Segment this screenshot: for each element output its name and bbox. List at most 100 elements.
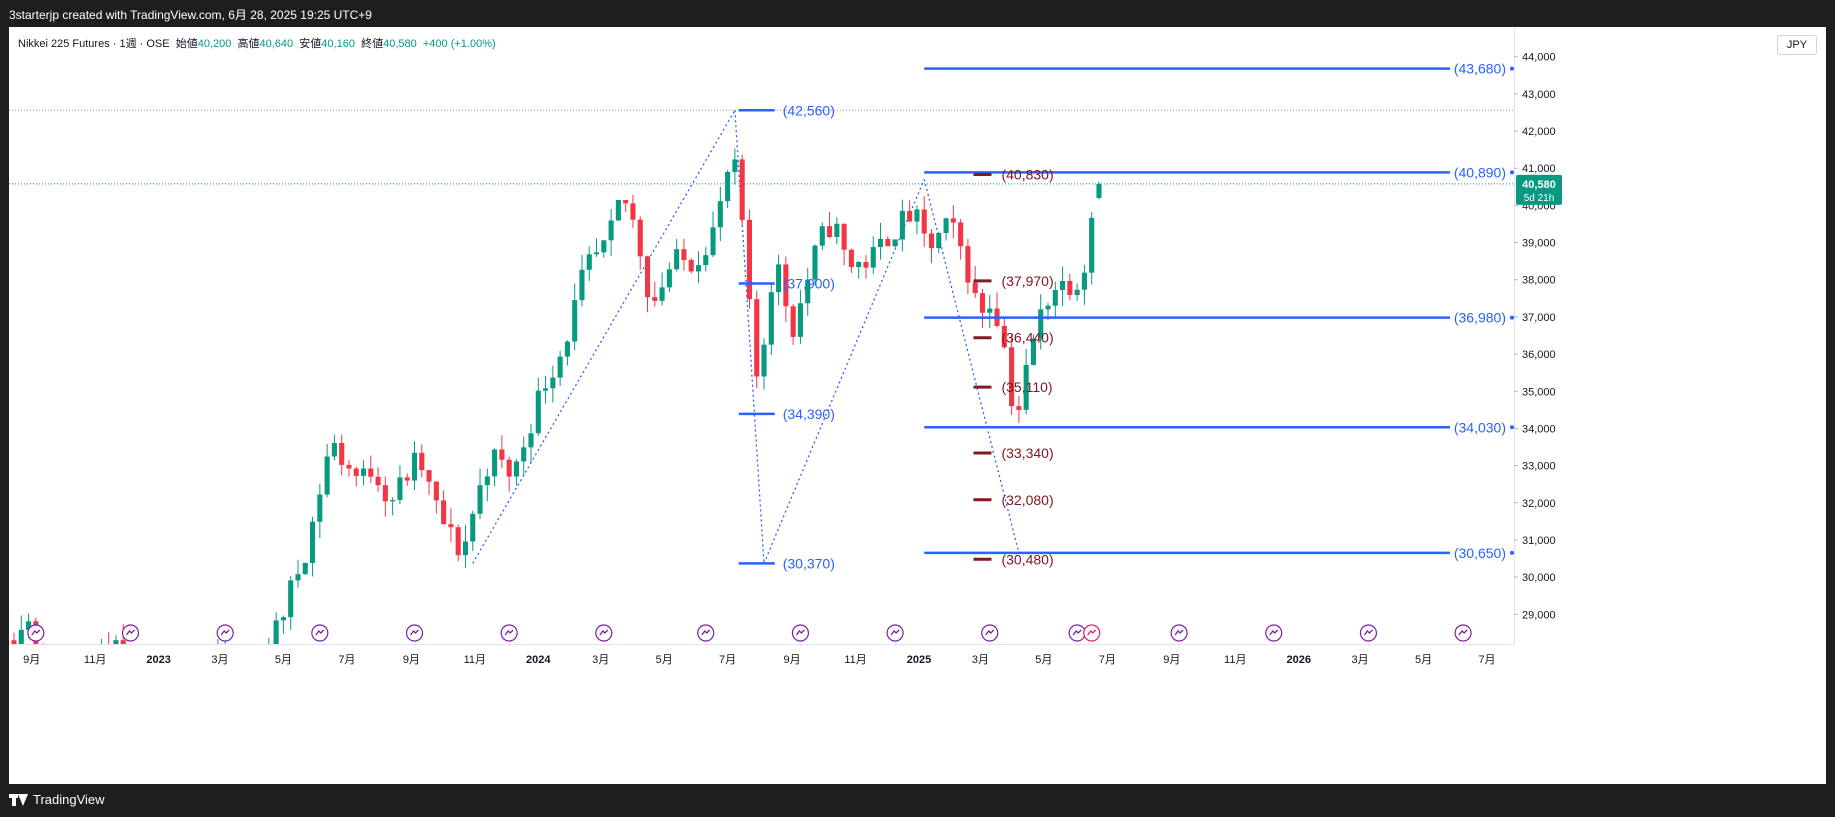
candle-body <box>950 218 956 223</box>
candle <box>164 692 169 723</box>
candle-body <box>543 388 549 391</box>
y-tick-label: 30,000 <box>1522 572 1556 584</box>
candle-body <box>659 287 665 301</box>
candle <box>48 663 53 677</box>
candle-body <box>754 299 760 377</box>
candle-body <box>397 477 403 500</box>
event-icon-glyph <box>599 629 609 636</box>
candle <box>601 240 607 258</box>
candle <box>1052 281 1058 317</box>
candle-body <box>790 306 796 337</box>
candle <box>994 292 1000 328</box>
level-lines: (42,560) (37,900) (34,390) (30,370) (43,680)… <box>738 61 1514 571</box>
currency-button[interactable]: JPY <box>1777 35 1817 55</box>
candle <box>870 236 876 274</box>
candle <box>1038 294 1044 350</box>
candle-body <box>1052 290 1058 306</box>
candle-body <box>1001 325 1007 348</box>
candle <box>593 238 600 257</box>
y-tick-label: 34,000 <box>1522 423 1556 435</box>
candlestick-chart[interactable]: (42,560) (37,900) (34,390) (30,370) (43,680)… <box>9 27 1826 784</box>
candle-body <box>150 702 155 711</box>
event-icon <box>886 624 904 642</box>
candle-body <box>360 468 367 476</box>
candle-body <box>302 562 308 575</box>
candle <box>346 459 352 477</box>
candle-body <box>462 541 469 556</box>
candle-body <box>368 468 374 477</box>
candle-body <box>1074 289 1080 296</box>
x-tick-label: 7月 <box>719 654 736 666</box>
candle-body <box>805 279 811 304</box>
candle <box>958 218 964 260</box>
candle-body <box>353 468 359 476</box>
candle <box>390 497 396 516</box>
candle-body <box>761 344 767 377</box>
event-icon-glyph <box>220 629 230 636</box>
candle-body <box>48 670 53 676</box>
y-tick-label: 35,000 <box>1522 386 1556 398</box>
candle-body <box>499 449 505 460</box>
candle-body <box>703 255 709 266</box>
candle-body <box>572 300 578 342</box>
event-icon-glyph <box>1174 629 1184 636</box>
candle-body <box>965 246 971 283</box>
candle-body <box>252 668 257 681</box>
candle-body <box>979 293 986 313</box>
candle <box>339 434 345 476</box>
candle <box>768 284 774 356</box>
event-icon-glyph <box>1458 629 1468 636</box>
legend-low-label: 安値 <box>299 38 322 50</box>
candle <box>157 697 162 722</box>
x-tick-label: 2025 <box>907 654 931 666</box>
x-tick-label: 2026 <box>1286 654 1310 666</box>
candle-body <box>280 617 286 621</box>
candle-body <box>492 449 498 477</box>
candle <box>419 444 425 478</box>
fib-dot <box>1510 315 1514 320</box>
x-tick-label: 5月 <box>656 654 673 666</box>
candle <box>273 612 279 644</box>
candle-body <box>339 443 345 465</box>
candle <box>717 186 723 242</box>
tradingview-brand: TradingView <box>33 792 105 807</box>
candle <box>965 238 971 295</box>
event-icon-glyph <box>315 629 325 636</box>
zigzag-line <box>734 110 765 564</box>
candle-body <box>26 621 32 630</box>
zigzag-line <box>923 179 1020 554</box>
candle <box>1016 395 1022 423</box>
candle-body <box>710 227 716 256</box>
candle <box>732 148 738 185</box>
candle-body <box>797 303 803 337</box>
candle-body <box>1096 183 1102 198</box>
candle <box>564 340 570 366</box>
chart-area[interactable]: (42,560) (37,900) (34,390) (30,370) (43,680)… <box>9 27 1826 784</box>
x-tick-label: 7月 <box>1099 654 1116 666</box>
candle-body <box>1030 338 1036 365</box>
event-icon-glyph <box>985 629 995 636</box>
candle-body <box>972 282 978 294</box>
candle <box>637 216 643 270</box>
candle <box>477 468 483 520</box>
tradingview-logo-icon <box>9 793 28 806</box>
candle-body <box>579 269 585 301</box>
candle <box>252 653 257 684</box>
candle-body <box>237 686 242 690</box>
candle <box>484 468 490 502</box>
candle <box>550 365 556 403</box>
zigzag-lines <box>472 109 1020 564</box>
candle <box>324 443 330 498</box>
fib-dot <box>1510 66 1514 71</box>
level-2024-label: (37,900) <box>783 275 835 291</box>
candle-body <box>535 390 541 434</box>
candle-body <box>1038 309 1044 339</box>
event-icon-glyph <box>125 629 135 636</box>
candle <box>237 678 242 696</box>
candle-body <box>1016 406 1022 410</box>
candle-body <box>295 574 301 581</box>
legend-open-label: 始値 <box>175 38 198 50</box>
legend: Nikkei 225 Futures · 1週 · OSE 始値40,200 高… <box>18 35 496 51</box>
candle-body <box>266 652 271 667</box>
tradingview-logo[interactable]: TradingView <box>9 792 105 807</box>
